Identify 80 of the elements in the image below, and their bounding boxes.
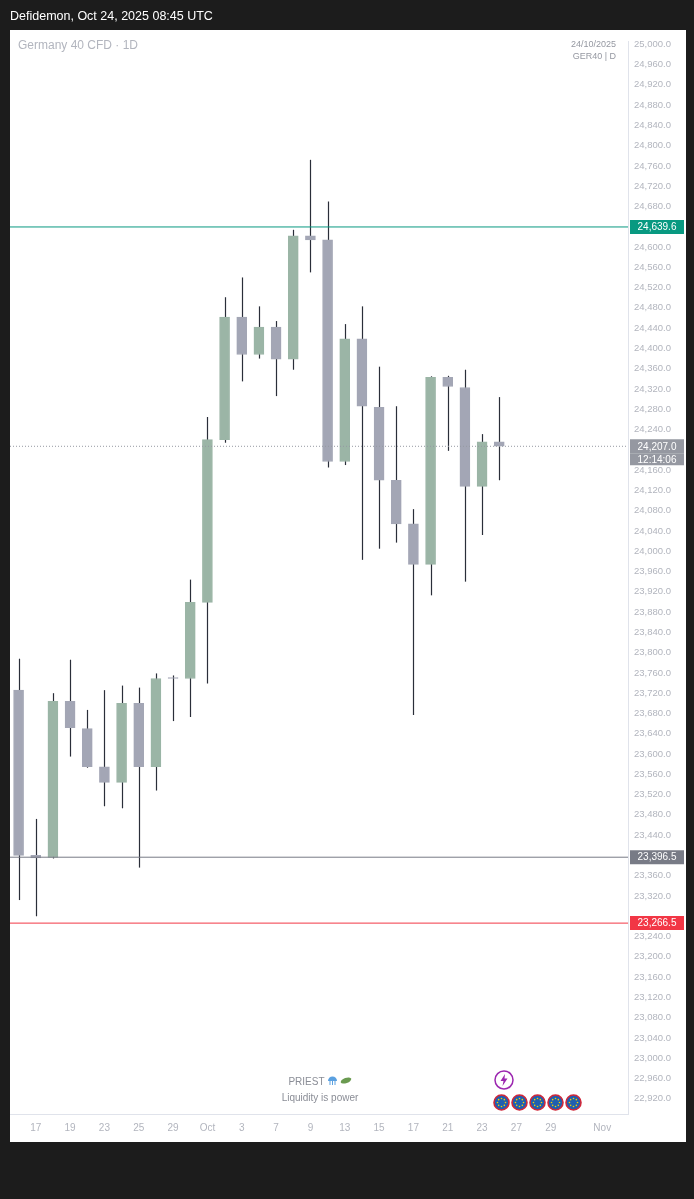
y-tick-label: 23,720.0 (634, 686, 671, 698)
annotation: Liquidity is power (280, 1091, 360, 1105)
chart-title: Germany 40 CFD · 1D (18, 38, 139, 52)
y-tick-label: 23,200.0 (634, 950, 671, 962)
y-tick-label: 23,840.0 (634, 625, 671, 637)
candlestick (442, 375, 454, 452)
y-tick-label: 23,600.0 (634, 747, 671, 759)
y-tick-label: 23,880.0 (634, 605, 671, 617)
y-tick-label: 24,280.0 (634, 402, 671, 414)
y-tick-label: 23,000.0 (634, 1051, 671, 1063)
y-tick-label: 24,480.0 (634, 301, 671, 313)
y-tick-label: 25,000.0 (634, 37, 671, 49)
y-tick-label: 23,080.0 (634, 1011, 671, 1023)
y-tick-label: 23,640.0 (634, 727, 671, 739)
y-tick-label: 24,520.0 (634, 281, 671, 293)
y-tick-label: 23,120.0 (634, 991, 671, 1003)
text: 12:14:06 (637, 453, 677, 465)
annotation: PRIEST (288, 1076, 325, 1087)
x-tick-label: 27 (510, 1121, 523, 1133)
y-tick-label: 24,760.0 (634, 159, 671, 171)
y-tick-label: 23,440.0 (634, 828, 671, 840)
y-tick-label: 24,920.0 (634, 78, 671, 90)
y-tick-label: 24,840.0 (634, 118, 671, 130)
y-tick-label: 23,560.0 (634, 767, 671, 779)
x-tick-label: Nov (593, 1121, 612, 1133)
x-tick-label: 29 (545, 1121, 557, 1133)
y-tick-label: 24,360.0 (634, 362, 671, 374)
x-tick-label: 15 (373, 1121, 386, 1133)
y-tick-label: 23,040.0 (634, 1031, 671, 1043)
x-tick-label: 25 (133, 1121, 145, 1133)
text: Defidemon, Oct 24, 2025 08:45 UTC (10, 9, 213, 23)
y-tick-label: 24,400.0 (634, 342, 671, 354)
y-tick-label: 23,520.0 (634, 788, 671, 800)
x-tick-label: 17 (407, 1121, 420, 1133)
candlestick (99, 689, 110, 807)
y-tick-label: 24,240.0 (634, 423, 671, 435)
y-tick-label: 24,880.0 (634, 98, 671, 110)
y-tick-label: 23,920.0 (634, 585, 671, 597)
x-tick-label: 13 (339, 1121, 351, 1133)
annotation: 24/10/2025 (570, 38, 616, 50)
y-tick-label: 23,240.0 (634, 930, 671, 942)
y-tick-label: 23,360.0 (634, 869, 671, 881)
x-tick-label: 23 (98, 1121, 111, 1133)
x-tick-label: 17 (30, 1121, 42, 1133)
y-tick-label: 22,960.0 (634, 1072, 671, 1084)
x-tick-label: 19 (64, 1121, 77, 1133)
y-tick-label: 23,800.0 (634, 646, 671, 658)
y-tick-label: 23,160.0 (634, 970, 671, 982)
y-tick-label: 24,560.0 (634, 260, 671, 272)
ref-line-label: 23,396.5 (637, 851, 677, 863)
x-tick-label: 21 (442, 1121, 454, 1133)
x-tick-label: 23 (476, 1121, 489, 1133)
y-tick-label: 24,080.0 (634, 504, 671, 516)
y-tick-label: 24,600.0 (634, 240, 671, 252)
y-tick-label: 24,800.0 (634, 139, 671, 151)
y-tick-label: 24,160.0 (634, 463, 671, 475)
x-tick-label: 3 (238, 1121, 245, 1133)
y-tick-label: 24,720.0 (634, 179, 671, 191)
y-tick-label: 23,480.0 (634, 808, 671, 820)
x-tick-label: 7 (273, 1121, 280, 1133)
y-tick-label: 24,960.0 (634, 58, 671, 70)
y-tick-label: 24,680.0 (634, 200, 671, 212)
annotation: GER40 | D (571, 50, 616, 62)
ref-line-label: 24,207.0 (637, 440, 677, 452)
y-tick-label: 23,960.0 (634, 565, 671, 577)
y-tick-label: 23,760.0 (634, 666, 671, 678)
x-tick-label: 29 (167, 1121, 180, 1133)
ref-line-label: 24,639.6 (637, 221, 677, 233)
y-tick-label: 24,120.0 (634, 484, 671, 496)
y-tick-label: 23,320.0 (634, 889, 671, 901)
y-tick-label: 22,920.0 (634, 1092, 671, 1104)
y-tick-label: 23,680.0 (634, 707, 671, 719)
y-tick-label: 24,040.0 (634, 524, 671, 536)
candlestick (493, 396, 505, 481)
x-tick-label: Oct (199, 1121, 216, 1133)
ref-line-label: 23,266.5 (637, 917, 677, 929)
x-tick-label: 9 (307, 1121, 314, 1133)
y-tick-label: 24,000.0 (634, 544, 671, 556)
y-tick-label: 24,440.0 (634, 321, 671, 333)
y-tick-label: 24,320.0 (634, 382, 671, 394)
